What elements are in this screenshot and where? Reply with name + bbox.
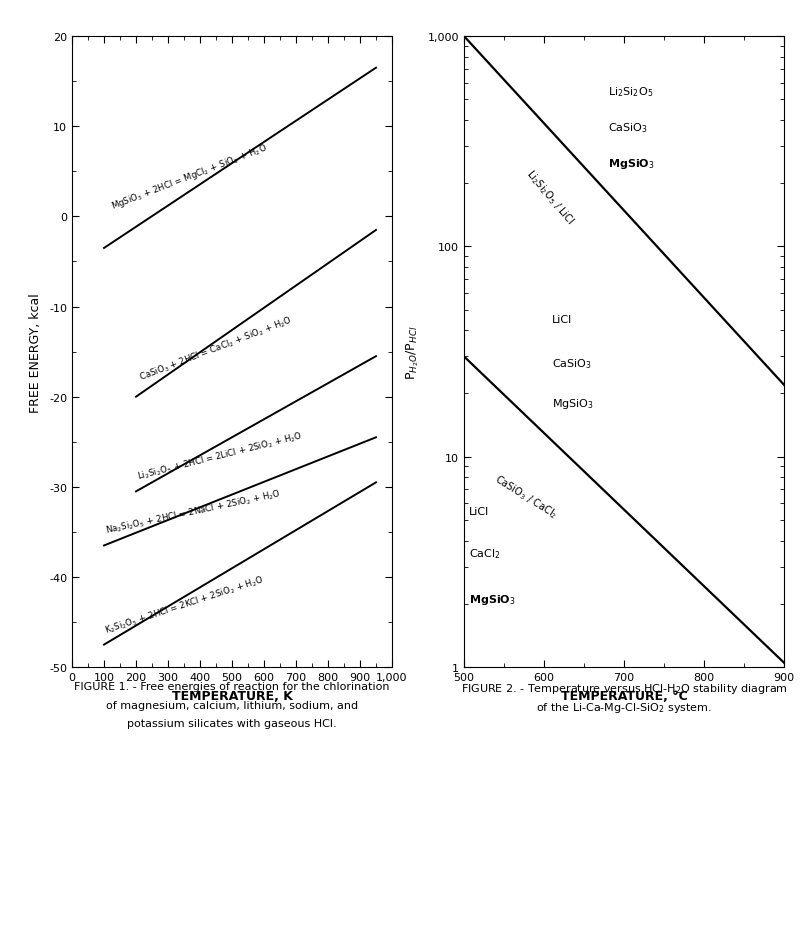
X-axis label: TEMPERATURE, °C: TEMPERATURE, °C <box>561 689 687 703</box>
Text: MgSiO$_3$: MgSiO$_3$ <box>552 397 594 411</box>
Text: K$_2$Si$_2$O$_5$ + 2HCl = 2KCl + 2SiO$_2$ + H$_2$O: K$_2$Si$_2$O$_5$ + 2HCl = 2KCl + 2SiO$_2… <box>103 573 266 636</box>
Text: LiCl: LiCl <box>469 507 489 517</box>
Text: of the Li-Ca-Mg-Cl-SiO$_2$ system.: of the Li-Ca-Mg-Cl-SiO$_2$ system. <box>536 700 712 714</box>
Text: FIGURE 2. - Temperature versus HCl-H$_2$O stability diagram: FIGURE 2. - Temperature versus HCl-H$_2$… <box>461 681 787 695</box>
Text: CaCl$_2$: CaCl$_2$ <box>469 546 501 560</box>
Text: potassium silicates with gaseous HCl.: potassium silicates with gaseous HCl. <box>127 718 337 729</box>
Text: Li$_2$Si$_2$O$_5$ + 2HCl = 2LiCl + 2SiO$_2$ + H$_2$O: Li$_2$Si$_2$O$_5$ + 2HCl = 2LiCl + 2SiO$… <box>136 429 304 483</box>
Text: FIGURE 1. - Free energies of reaction for the chlorination: FIGURE 1. - Free energies of reaction fo… <box>74 681 390 692</box>
Text: MgSiO$_3$ + 2HCl = MgCl$_2$ + SiO$_2$ + H$_2$O: MgSiO$_3$ + 2HCl = MgCl$_2$ + SiO$_2$ + … <box>109 141 269 212</box>
Text: CaSiO$_3$ / CaCl$_2$: CaSiO$_3$ / CaCl$_2$ <box>492 472 560 521</box>
X-axis label: TEMPERATURE, K: TEMPERATURE, K <box>171 689 293 703</box>
Text: MgSiO$_3$: MgSiO$_3$ <box>469 592 515 607</box>
Text: of magnesium, calcium, lithium, sodium, and: of magnesium, calcium, lithium, sodium, … <box>106 700 358 710</box>
Text: Li$_2$Si$_2$O$_5$ / LiCl: Li$_2$Si$_2$O$_5$ / LiCl <box>522 167 577 227</box>
Y-axis label: P$_{H_2O}$/P$_{HCl}$: P$_{H_2O}$/P$_{HCl}$ <box>404 325 421 379</box>
Text: CaSiO$_3$: CaSiO$_3$ <box>552 357 592 370</box>
Text: LiCl: LiCl <box>552 315 572 325</box>
Y-axis label: FREE ENERGY, kcal: FREE ENERGY, kcal <box>29 292 42 413</box>
Text: MgSiO$_3$: MgSiO$_3$ <box>608 157 654 171</box>
Text: CaSiO$_3$ + 2HCl = CaCl$_2$ + SiO$_2$ + H$_2$O: CaSiO$_3$ + 2HCl = CaCl$_2$ + SiO$_2$ + … <box>138 313 294 384</box>
Text: CaSiO$_3$: CaSiO$_3$ <box>608 121 648 134</box>
Text: Li$_2$Si$_2$O$_5$: Li$_2$Si$_2$O$_5$ <box>608 84 654 98</box>
Text: Na$_2$Si$_2$O$_5$ + 2HCl = 2NaCl + 2SiO$_2$ + H$_2$O: Na$_2$Si$_2$O$_5$ + 2HCl = 2NaCl + 2SiO$… <box>105 488 282 537</box>
